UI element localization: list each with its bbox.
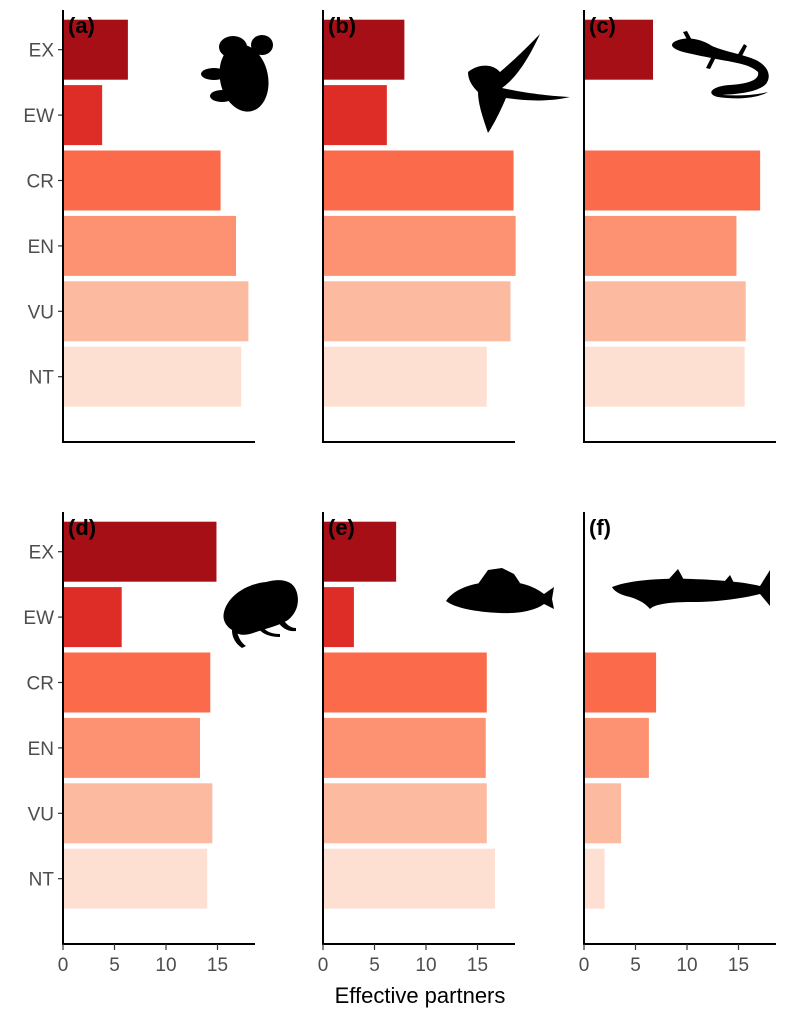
panels-layer: EX EW CR EN VU NT (a) (b) (c) EX EW CR EN VU NT 0 5 10 15 (… [23,10,776,976]
bar-ex [63,19,128,80]
shark-silhouette-icon [612,569,770,609]
x-tick-label: 0 [579,955,590,976]
panel-label: (a) [68,13,95,38]
panel-c: (c) [583,10,776,443]
x-tick-label: 0 [318,955,329,976]
panel-a: EX EW CR EN VU NT (a) [23,10,255,443]
x-tick-label: 5 [109,955,120,976]
y-tick-label: EW [23,106,54,127]
y-tick-label: CR [27,674,54,695]
bar-en [63,215,237,276]
bar-ew [63,85,103,146]
fish-silhouette-icon [446,568,554,614]
bar-nt [584,848,605,909]
y-tick-label: EW [23,608,54,629]
y-tick-label: CR [27,172,54,193]
bar-ew [323,85,387,146]
x-tick-label: 0 [58,955,69,976]
panel-label: (c) [589,13,616,38]
bar-en [63,717,200,778]
x-tick-label: 5 [369,955,380,976]
bird-silhouette-icon [468,34,570,133]
bar-nt [63,848,208,909]
panel-label: (e) [328,515,355,540]
bar-ew [323,587,354,648]
y-tick-label: NT [29,870,55,891]
panel-b: (b) [322,10,516,443]
x-tick-label: 15 [728,955,749,976]
panel-e: 0 5 10 15 (e) [318,512,515,976]
bar-nt [63,346,242,407]
bar-cr [584,652,657,713]
panel-label: (f) [589,515,611,540]
x-tick-label: 10 [415,955,436,976]
frog-silhouette-icon [223,580,298,648]
bar-en [323,717,486,778]
lizard-silhouette-icon [672,31,769,99]
panel-label: (d) [68,515,96,540]
bar-vu [584,783,622,844]
x-axis-title: Effective partners [335,983,506,1008]
y-tick-label: EX [29,543,55,564]
bar-cr [584,150,761,211]
bar-cr [323,150,514,211]
y-tick-label: VU [28,804,54,825]
x-tick-label: 15 [467,955,488,976]
x-tick-label: 10 [155,955,176,976]
bar-ex [323,521,397,582]
bar-vu [323,281,511,342]
x-tick-label: 10 [676,955,697,976]
bar-ex [584,19,654,80]
bar-ex [323,19,405,80]
panel-f: 0 5 10 15 (f) [579,512,776,976]
y-tick-label: EN [28,739,54,760]
koala-silhouette-icon [201,35,273,112]
bar-en [584,215,737,276]
bar-vu [63,281,249,342]
bar-nt [584,346,745,407]
x-tick-label: 15 [207,955,228,976]
bar-en [584,717,649,778]
bar-en [323,215,516,276]
y-tick-label: NT [29,368,55,389]
panel-label: (b) [328,13,356,38]
bar-ew [63,587,122,648]
bar-cr [323,652,487,713]
bar-vu [323,783,487,844]
y-tick-label: EX [29,41,55,62]
y-tick-label: EN [28,237,54,258]
bar-vu [584,281,746,342]
y-tick-label: VU [28,302,54,323]
bar-nt [323,346,487,407]
panel-d: EX EW CR EN VU NT 0 5 10 15 (d) [23,512,255,976]
bar-cr [63,652,211,713]
x-tick-label: 5 [630,955,641,976]
bar-cr [63,150,221,211]
bar-vu [63,783,213,844]
bar-ex [63,521,217,582]
bar-nt [323,848,496,909]
